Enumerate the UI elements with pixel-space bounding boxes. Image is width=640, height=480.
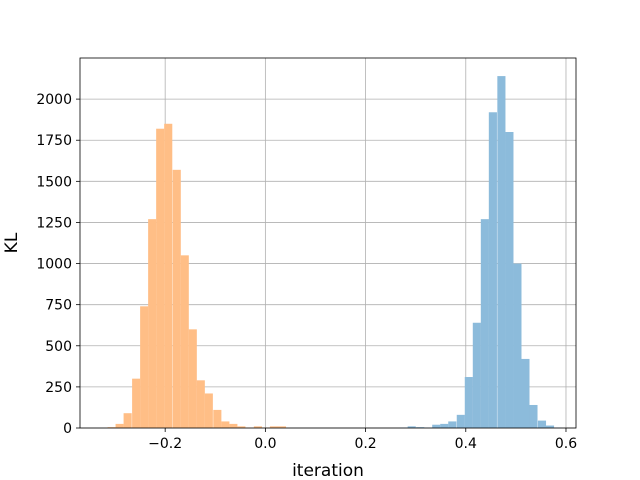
- y-axis-ticks: 0 250 500 750 1000 1250 1500 1750 2000: [36, 92, 80, 437]
- histogram-bar-series-2: [416, 427, 425, 428]
- histogram-bar-series-1: [253, 426, 262, 428]
- histogram-bar-series-2: [472, 322, 481, 428]
- x-axis-ticks: −0.2 0.0 0.2 0.4 0.6: [148, 428, 577, 452]
- histogram-bar-series-2: [545, 425, 555, 428]
- histogram-bar-series-1: [188, 329, 197, 428]
- histogram-bar-series-1: [277, 426, 287, 428]
- y-tick-label: 750: [45, 298, 72, 314]
- y-tick-label: 1000: [36, 257, 72, 273]
- histogram-bar-series-1: [156, 128, 165, 428]
- x-tick-label: 0.4: [455, 436, 477, 452]
- histogram-bar-series-2: [480, 219, 489, 428]
- histogram-bar-series-1: [180, 255, 189, 428]
- x-axis-label: iteration: [292, 461, 364, 480]
- histogram-bar-series-1: [132, 378, 141, 428]
- histogram-bar-series-1: [269, 426, 278, 428]
- histogram-bar-series-1: [213, 409, 222, 428]
- x-tick-label: −0.2: [148, 436, 182, 452]
- x-tick-label: 0.0: [254, 436, 276, 452]
- histogram-bar-series-1: [164, 123, 173, 429]
- histogram-bar-series-2: [432, 424, 441, 428]
- histogram-bar-series-1: [123, 413, 132, 428]
- histogram-bar-series-1: [107, 427, 116, 428]
- y-tick-label: 0: [63, 421, 72, 437]
- histogram-bar-series-2: [497, 76, 506, 428]
- histogram-bar-series-1: [172, 169, 181, 429]
- histogram-bar-series-2: [464, 377, 473, 428]
- histogram-bar-series-2: [505, 132, 514, 428]
- histogram-bar-series-2: [488, 112, 497, 429]
- histogram-bar-series-2: [537, 420, 547, 428]
- histogram-bar-series-1: [237, 426, 246, 428]
- y-tick-label: 1750: [36, 133, 72, 149]
- y-tick-label: 1500: [36, 174, 72, 190]
- histogram-bar-series-1: [148, 219, 157, 428]
- y-axis-label: KL: [2, 232, 22, 253]
- y-tick-label: 2000: [36, 92, 72, 108]
- histogram-bar-series-1: [140, 306, 149, 428]
- y-tick-label: 1250: [36, 215, 72, 231]
- histogram-bar-series-1: [204, 393, 213, 428]
- x-tick-label: 0.2: [354, 436, 376, 452]
- histogram-bar-series-2: [448, 421, 457, 428]
- histogram-bar-series-2: [440, 423, 449, 428]
- histogram-bars: [107, 76, 563, 429]
- histogram-bar-series-1: [221, 421, 230, 428]
- histogram-bar-series-1: [196, 380, 205, 428]
- y-tick-label: 500: [45, 339, 72, 355]
- y-tick-label: 250: [45, 380, 72, 396]
- histogram-bar-series-2: [529, 404, 538, 428]
- histogram-bar-series-1: [229, 423, 238, 428]
- histogram-bar-series-2: [521, 358, 530, 428]
- x-tick-label: 0.6: [555, 436, 577, 452]
- histogram-bar-series-2: [407, 426, 416, 428]
- histogram-bar-series-2: [513, 263, 522, 428]
- histogram-bar-series-2: [456, 414, 465, 428]
- plot-frame: [79, 57, 577, 429]
- histogram-bar-series-1: [115, 423, 124, 428]
